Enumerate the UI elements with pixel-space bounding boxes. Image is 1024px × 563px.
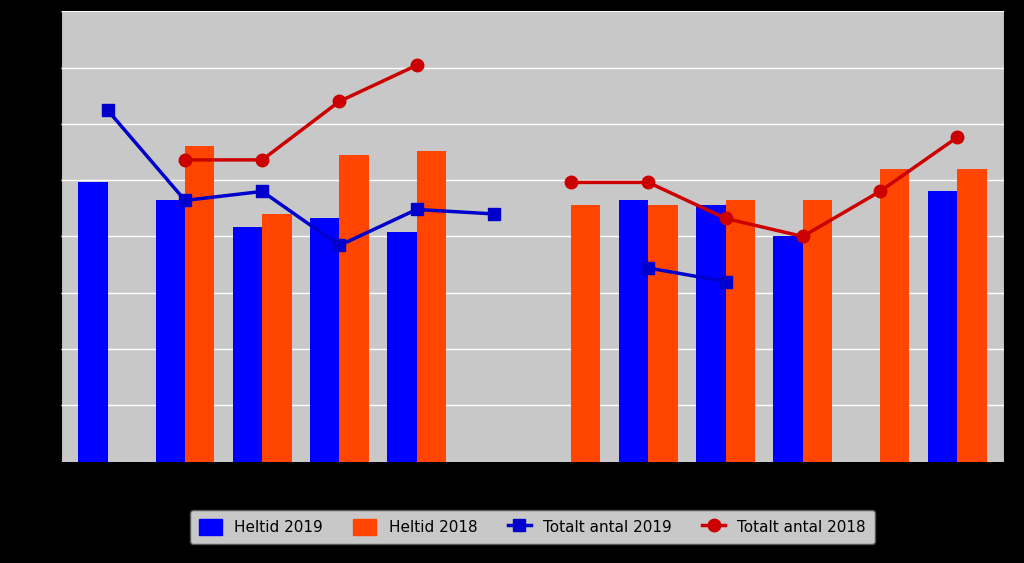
Bar <box>773 236 803 462</box>
Bar <box>79 182 108 462</box>
Totalt antal 2019 <box>411 206 423 213</box>
Bar <box>232 227 262 462</box>
Totalt antal 2019 <box>487 211 500 217</box>
Totalt antal 2018 <box>333 98 345 105</box>
Bar <box>648 205 678 462</box>
Bar <box>957 169 986 462</box>
Totalt antal 2019 <box>256 188 268 195</box>
Bar <box>928 191 957 462</box>
Bar <box>803 200 833 462</box>
Totalt antal 2019 <box>333 242 345 249</box>
Bar <box>387 232 417 462</box>
Bar <box>310 218 339 462</box>
Bar <box>156 200 185 462</box>
Bar <box>880 169 909 462</box>
Bar <box>185 146 214 462</box>
Totalt antal 2018 <box>256 157 268 163</box>
Bar <box>417 151 446 462</box>
Totalt antal 2019 <box>179 197 191 204</box>
Bar <box>726 200 755 462</box>
Line: Totalt antal 2018: Totalt antal 2018 <box>179 59 423 166</box>
Bar <box>696 205 726 462</box>
Totalt antal 2018 <box>411 62 423 69</box>
Line: Totalt antal 2019: Totalt antal 2019 <box>101 104 500 252</box>
Bar <box>571 205 600 462</box>
Totalt antal 2018 <box>179 157 191 163</box>
Bar <box>262 214 292 462</box>
Legend: Heltid 2019, Heltid 2018, Totalt antal 2019, Totalt antal 2018: Heltid 2019, Heltid 2018, Totalt antal 2… <box>189 510 876 544</box>
Totalt antal 2019 <box>101 107 114 114</box>
Bar <box>339 155 369 462</box>
Bar <box>618 200 648 462</box>
